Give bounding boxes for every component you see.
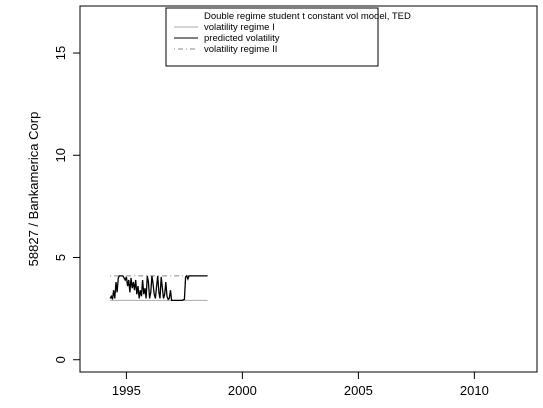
x-tick-label: 2005 <box>344 383 373 398</box>
legend-label-regime-1: volatility regime I <box>204 22 275 33</box>
plot-frame <box>79 5 538 373</box>
y-tick-label: 5 <box>53 254 68 261</box>
axes-layer: 1995 2000 2005 2010 0 5 10 15 <box>53 5 538 398</box>
x-tick-label: 2000 <box>228 383 257 398</box>
plot-layer <box>109 274 208 302</box>
legend: Double regime student t constant vol mod… <box>165 7 411 67</box>
y-axis-label: 58827 / Bankamerica Corp <box>26 112 41 267</box>
legend-box <box>165 7 379 67</box>
x-tick-label: 1995 <box>112 383 141 398</box>
series-line-2 <box>109 274 208 302</box>
x-tick-label: 2010 <box>460 383 489 398</box>
legend-label-regime-2: volatility regime II <box>204 44 277 55</box>
legend-label-predicted: predicted volatility <box>204 33 280 44</box>
y-tick-label: 15 <box>53 46 68 60</box>
y-tick-label: 10 <box>53 148 68 162</box>
y-tick-label: 0 <box>53 356 68 363</box>
legend-title: Double regime student t constant vol mod… <box>204 11 411 22</box>
